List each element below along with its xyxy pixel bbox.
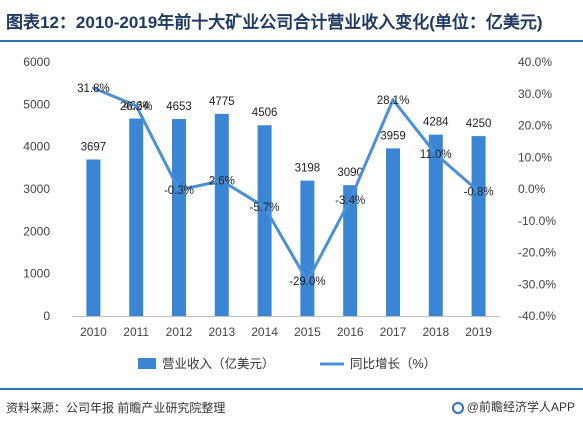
bar-value-label: 4284 bbox=[423, 117, 449, 129]
axes: 0 1000 2000 3000 4000 5000 6000 -40.0% -30.0% -20… bbox=[23, 55, 556, 339]
source-bar: 资料来源：公司年报 前瞻产业研究院整理 @前瞻经济学人APP bbox=[0, 388, 583, 422]
bar-value-label: 4506 bbox=[252, 107, 278, 119]
x-tick-label: 2011 bbox=[123, 325, 149, 339]
chart-title: 图表12：2010-2019年前十大矿业公司合计营业收入变化(单位：亿美元) bbox=[6, 13, 543, 32]
x-tick-label: 2016 bbox=[337, 325, 364, 339]
y-right-tick-label: 30.0% bbox=[518, 87, 552, 101]
bar bbox=[86, 159, 101, 316]
y-right-tick-label: 10.0% bbox=[518, 150, 552, 164]
y-right-tick-label: -10.0% bbox=[518, 214, 556, 228]
bar bbox=[129, 118, 144, 316]
y-right-tick-label: -40.0% bbox=[518, 309, 556, 323]
line-value-label: 31.8% bbox=[77, 83, 110, 95]
line-value-label: 28.1% bbox=[377, 95, 410, 107]
line-value-label: -3.4% bbox=[335, 195, 365, 207]
brand-logo-icon bbox=[451, 402, 464, 414]
line-value-label: -29.0% bbox=[289, 276, 325, 288]
y-right-tick-label: -20.0% bbox=[518, 246, 556, 260]
x-tick-label: 2012 bbox=[166, 325, 193, 339]
line-value-label: -5.7% bbox=[250, 202, 280, 214]
bar bbox=[343, 185, 358, 316]
brand-credit: @前瞻经济学人APP bbox=[451, 398, 575, 415]
growth-line bbox=[92, 86, 480, 283]
legend-line-label: 同比增长（%） bbox=[350, 356, 436, 371]
line-point bbox=[305, 279, 309, 283]
source-text: 资料来源：公司年报 前瞻产业研究院整理 bbox=[6, 401, 226, 415]
bar-value-label: 4775 bbox=[209, 96, 235, 108]
y-right-tick-label: 40.0% bbox=[518, 55, 552, 69]
y-right-tick-label: 20.0% bbox=[518, 119, 552, 133]
y-left-tick-label: 0 bbox=[43, 309, 50, 323]
y-right-tick-label: 0.0% bbox=[518, 182, 546, 196]
y-left-tick-label: 6000 bbox=[23, 55, 50, 69]
bar bbox=[257, 125, 272, 316]
x-tick-label: 2018 bbox=[422, 325, 449, 339]
x-tick-label: 2014 bbox=[251, 325, 278, 339]
line-point bbox=[434, 152, 438, 156]
y-left-tick-label: 4000 bbox=[23, 140, 50, 154]
line-point bbox=[263, 205, 267, 209]
line-point bbox=[177, 188, 181, 192]
bar-series bbox=[86, 113, 486, 316]
combo-chart: 0 1000 2000 3000 4000 5000 6000 -40.0% -30.0% -20… bbox=[23, 55, 556, 371]
x-tick-label: 2017 bbox=[380, 325, 407, 339]
line-point bbox=[134, 104, 138, 108]
bar bbox=[428, 134, 443, 316]
line-value-label: 26.2% bbox=[120, 101, 153, 113]
line-point bbox=[477, 190, 481, 194]
y-left-tick-label: 1000 bbox=[23, 267, 50, 281]
bar-value-label: 3959 bbox=[380, 130, 406, 142]
legend-bar-swatch bbox=[138, 358, 156, 369]
bar-value-label: 3198 bbox=[295, 163, 321, 175]
line-point bbox=[91, 86, 95, 90]
x-tick-label: 2013 bbox=[208, 325, 235, 339]
line-series bbox=[91, 86, 481, 283]
line-value-label: -0.8% bbox=[464, 187, 494, 199]
bar bbox=[172, 119, 186, 316]
bar bbox=[386, 148, 400, 316]
x-tick-label: 2010 bbox=[80, 325, 107, 339]
line-point bbox=[348, 198, 352, 202]
y-left-tick-label: 3000 bbox=[23, 182, 50, 196]
bar bbox=[300, 180, 315, 316]
bar-value-label: 4653 bbox=[166, 101, 192, 113]
y-left-tick-label: 2000 bbox=[23, 224, 50, 238]
line-value-label: -0.3% bbox=[164, 185, 194, 197]
bar bbox=[471, 136, 486, 316]
bar-value-label: 3697 bbox=[81, 141, 107, 153]
line-value-label: 11.0% bbox=[420, 149, 452, 161]
line-labels: 31.8% 26.2% -0.3% 2.6% -5.7% -29.0% -3.4% 28.1%… bbox=[77, 83, 494, 288]
y-right-tick-label: -30.0% bbox=[518, 277, 556, 291]
bar bbox=[214, 113, 229, 316]
bar-value-label: 4250 bbox=[466, 118, 492, 130]
x-tick-label: 2015 bbox=[294, 325, 321, 339]
brand-text: @前瞻经济学人APP bbox=[466, 400, 575, 414]
legend-bar-label: 营业收入（亿美元） bbox=[162, 356, 275, 371]
line-value-label: 2.6% bbox=[209, 176, 235, 188]
legend: 营业收入（亿美元） 同比增长（%） bbox=[138, 356, 436, 371]
line-point bbox=[220, 179, 224, 183]
bar-value-label: 3090 bbox=[337, 167, 363, 179]
line-point bbox=[391, 98, 395, 102]
y-left-tick-label: 5000 bbox=[23, 97, 50, 111]
title-bar: 图表12：2010-2019年前十大矿业公司合计营业收入变化(单位：亿美元) bbox=[0, 0, 583, 42]
x-tick-label: 2019 bbox=[465, 325, 492, 339]
